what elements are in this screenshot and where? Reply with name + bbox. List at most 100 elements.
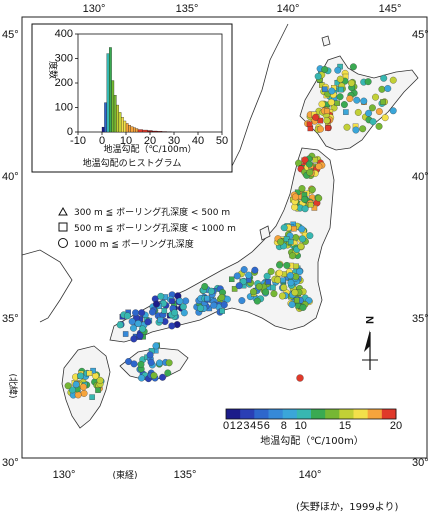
colorbar-frame (225, 408, 397, 420)
measurement-point (307, 202, 314, 208)
measurement-point (249, 288, 257, 296)
histogram-bar (157, 131, 163, 133)
measurement-point (134, 320, 142, 328)
measurement-point (322, 86, 328, 92)
measurement-point (324, 108, 330, 114)
lat-label-45: 45° (2, 29, 19, 41)
histogram-xtick-label: 50 (216, 135, 228, 147)
measurement-point (153, 300, 160, 308)
measurement-point (389, 76, 397, 84)
colorbar-tick-label: 4 (250, 420, 256, 432)
measurement-point (338, 86, 344, 93)
colorbar-swatch (325, 409, 340, 419)
measurement-point (348, 79, 355, 87)
measurement-point (296, 374, 304, 382)
measurement-point (139, 325, 146, 333)
measurement-point (321, 66, 329, 73)
measurement-point (297, 242, 305, 250)
measurement-points (64, 63, 397, 400)
measurement-point (180, 309, 188, 317)
continent-coast (21, 23, 289, 323)
measurement-point (298, 185, 306, 192)
lon-label-135-top: 135° (176, 3, 199, 15)
measurement-point (132, 309, 140, 317)
triangle-symbol (58, 206, 68, 216)
lat-label-45-right: 45° (412, 29, 429, 41)
lat-label-35-right: 35° (412, 313, 429, 325)
measurement-point (229, 276, 235, 283)
histogram-xtick-label: -10 (70, 135, 86, 147)
measurement-point (210, 301, 218, 309)
histogram-bar (147, 130, 153, 133)
measurement-point (270, 284, 276, 291)
lon-label-130-top: 130° (83, 3, 106, 15)
measurement-point (349, 63, 357, 71)
measurement-point (365, 109, 373, 117)
circle-symbol (58, 238, 68, 248)
histogram-xtick-label: 20 (144, 135, 156, 147)
lat-label-30: 30° (2, 457, 19, 469)
measurement-point (314, 72, 322, 80)
legend-item-500m: 500 m ≦ ボーリング孔深度 < 1000 m (74, 222, 236, 234)
histogram-bar (135, 128, 139, 133)
source-credit: (矢野ほか，1999より) (296, 502, 399, 513)
measurement-point (164, 369, 172, 377)
latitude-labels: 45° 40° 35° 30° 45° 40° 35° 30° (2, 29, 429, 469)
colorbar-swatch (353, 409, 369, 419)
measurement-point (364, 78, 372, 86)
measurement-point (86, 370, 93, 377)
longitude-labels: 130° 135° 140° 145° 130° (東経) 135° 140° (53, 3, 402, 481)
measurement-point (267, 267, 275, 275)
measurement-point (353, 96, 361, 104)
colorbar-swatch (381, 409, 397, 419)
measurement-point (182, 297, 190, 305)
measurement-point (147, 358, 155, 366)
colorbar: 0 1 2 3 4 5 6 8 10 15 20 地温勾配（℃/100m） (223, 408, 402, 447)
colorbar-ticks: 0 1 2 3 4 5 6 8 10 15 20 (223, 420, 402, 432)
colorbar-tick-label: 15 (339, 420, 351, 432)
histogram-bar (113, 95, 117, 133)
measurement-point (233, 272, 241, 280)
measurement-point (328, 87, 336, 95)
measurement-point (165, 359, 173, 367)
measurement-point (293, 263, 299, 270)
measurement-point (291, 225, 297, 232)
colorbar-tick-label: 8 (281, 420, 287, 432)
histogram-bars (101, 47, 172, 133)
measurement-point (315, 194, 323, 202)
measurement-point (253, 297, 261, 305)
measurement-point (325, 125, 331, 131)
colorbar-tick-label: 3 (243, 420, 249, 432)
measurement-point (280, 224, 288, 232)
measurement-point (283, 236, 290, 242)
measurement-point (122, 331, 129, 337)
north-arrow-head (364, 330, 370, 352)
measurement-point (157, 292, 165, 300)
measurement-point (262, 288, 270, 296)
measurement-point (288, 301, 296, 309)
measurement-point (343, 109, 349, 115)
measurement-point (312, 157, 318, 163)
measurement-point (389, 107, 397, 115)
measurement-point (378, 85, 386, 93)
measurement-point (336, 93, 344, 101)
legend-item-300m: 300 m ≦ ボーリング孔深度 < 500 m (74, 206, 230, 218)
histogram-bar (125, 123, 129, 133)
measurement-point (327, 98, 335, 106)
measurement-point (384, 85, 392, 92)
measurement-point (156, 359, 163, 367)
lat-label-30-right: 30° (412, 457, 429, 469)
measurement-point (130, 324, 137, 332)
measurement-point (138, 309, 146, 317)
measurement-point (368, 104, 376, 112)
histogram-ylabel: 度数 (47, 61, 59, 79)
measurement-point (380, 74, 388, 82)
measurement-point (150, 372, 158, 380)
measurement-point (96, 376, 104, 384)
histogram-bar (130, 126, 134, 133)
colorbar-tick-label: 10 (295, 420, 307, 432)
rishiri-island (321, 35, 331, 47)
histogram-xtick-label: 10 (120, 135, 132, 147)
histogram-xtick-label: 30 (168, 135, 180, 147)
